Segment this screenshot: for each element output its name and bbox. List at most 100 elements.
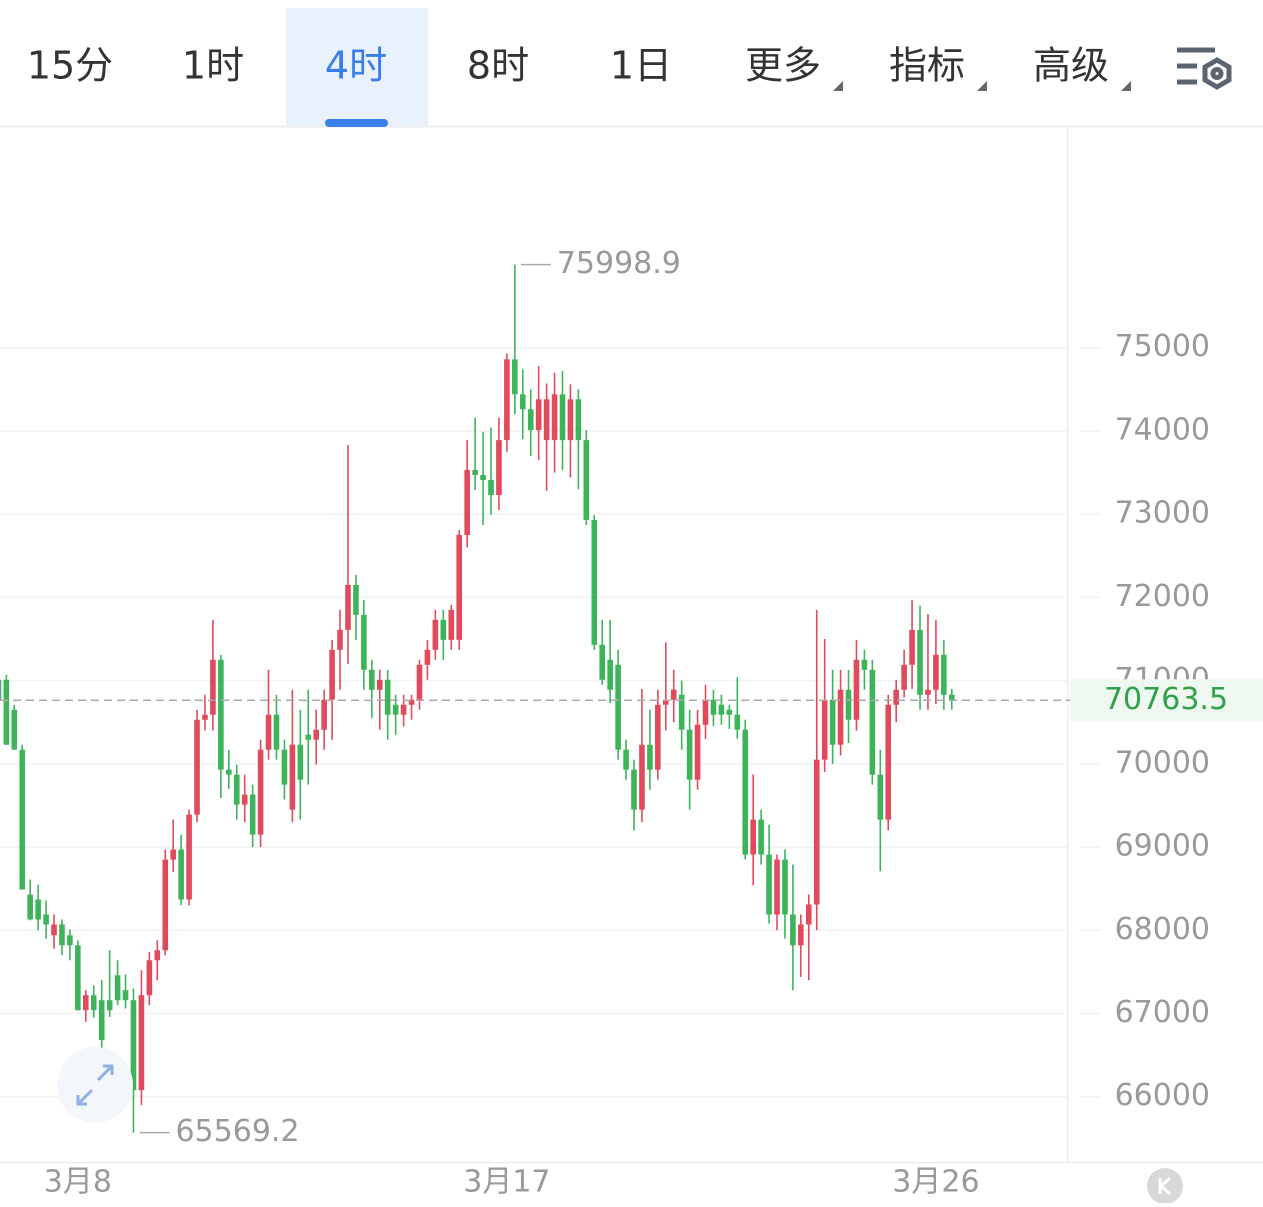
candle-body [941, 654, 947, 695]
candle-body [146, 960, 153, 996]
candle-body [694, 724, 701, 780]
candle-body [67, 935, 73, 946]
candle-body [35, 899, 41, 920]
tab[interactable]: 1日 [610, 44, 672, 88]
expand-arrows [76, 1064, 114, 1106]
candle-body [162, 859, 169, 951]
candle-body [114, 975, 121, 1001]
candle-body [901, 664, 907, 690]
candle-body [321, 699, 327, 730]
candle-body [710, 699, 717, 715]
candle-body [249, 794, 256, 835]
tab-underline [325, 119, 388, 127]
candle-body [750, 819, 756, 855]
candle-body [623, 749, 629, 770]
candle-body [567, 399, 574, 441]
candle-body [543, 399, 550, 441]
tab[interactable]: 1时 [182, 44, 244, 88]
menu-label: 更多 [745, 44, 821, 88]
candle-body [416, 664, 423, 700]
candle-body [845, 689, 852, 720]
candle-body [798, 924, 804, 946]
candle-body [607, 659, 613, 690]
candle-body [639, 744, 645, 810]
candle-body [766, 854, 772, 915]
candle-body [869, 669, 876, 775]
candle-body [138, 995, 145, 1091]
candle-body [345, 584, 351, 630]
menu-label: 高级 [1033, 44, 1109, 88]
candle-body [43, 914, 49, 925]
candle-body [774, 859, 780, 915]
settings-icon[interactable] [1177, 47, 1232, 90]
candle-body [551, 394, 558, 441]
candle-body [702, 699, 709, 725]
tab-label: 1日 [610, 44, 672, 88]
tab-label: 4时 [325, 44, 387, 88]
candle-body [384, 679, 391, 715]
candle-body [186, 814, 192, 900]
y-tick-label: 74000 [1115, 412, 1210, 447]
candle-body [440, 619, 447, 640]
candle-body [758, 819, 764, 855]
candle-body [647, 744, 653, 770]
candle-body [853, 659, 860, 720]
candle-body [527, 409, 534, 431]
candle-body [424, 649, 431, 665]
tab[interactable]: 4时 [286, 8, 428, 127]
candle-body [83, 995, 89, 1011]
candle-body [241, 794, 248, 805]
candle-body [686, 729, 693, 780]
candle-body [392, 704, 399, 715]
candle-body [742, 729, 749, 855]
x-tick-label: 3月8 [44, 1165, 112, 1200]
tab-label: 8时 [467, 44, 529, 88]
candle-body [106, 1000, 113, 1011]
candle-body [400, 704, 407, 715]
candle-body [305, 734, 312, 740]
candle-body [408, 699, 415, 705]
candle-body [464, 470, 470, 535]
candle-body [265, 714, 272, 750]
candle-body [678, 694, 685, 730]
tab-label: 15分 [27, 44, 113, 88]
candle-body [3, 679, 10, 745]
tab[interactable]: 15分 [27, 44, 113, 88]
y-tick-label: 70000 [1115, 745, 1210, 780]
candle-body [329, 649, 335, 700]
candle-body [559, 394, 566, 441]
expand-button[interactable] [57, 1047, 133, 1123]
candle-body [432, 619, 439, 650]
k-bg [1147, 1168, 1183, 1204]
candle-body [90, 995, 97, 1011]
candle-body [27, 894, 33, 920]
candle-body [917, 629, 923, 695]
menu-caret [833, 81, 843, 91]
last-price-bg [1070, 679, 1263, 722]
menu[interactable]: 指标 [889, 44, 987, 92]
k-glyph [1158, 1176, 1171, 1196]
candle-body [361, 614, 367, 670]
y-tick-label: 73000 [1115, 496, 1210, 531]
candle-body [353, 584, 359, 615]
candle-body [718, 704, 725, 715]
last-price-label: 70763.5 [1104, 682, 1228, 717]
candle-body [782, 859, 788, 915]
menu[interactable]: 更多 [745, 44, 843, 92]
candle-body [122, 990, 129, 1001]
candle-body [313, 729, 320, 740]
candle-body [369, 669, 375, 690]
menu[interactable]: 高级 [1033, 44, 1131, 92]
k-button[interactable] [1147, 1168, 1183, 1204]
tab-label: 1时 [182, 44, 244, 88]
candle-body [615, 664, 621, 750]
candle-body [448, 609, 455, 640]
candle-body [202, 714, 208, 720]
candle-body [877, 774, 884, 820]
candle-body [59, 924, 65, 946]
candle-body [829, 699, 836, 745]
candle-body [655, 704, 661, 770]
tab[interactable]: 8时 [467, 44, 529, 88]
y-tick-label: 68000 [1115, 912, 1210, 947]
candle-body [575, 399, 582, 441]
